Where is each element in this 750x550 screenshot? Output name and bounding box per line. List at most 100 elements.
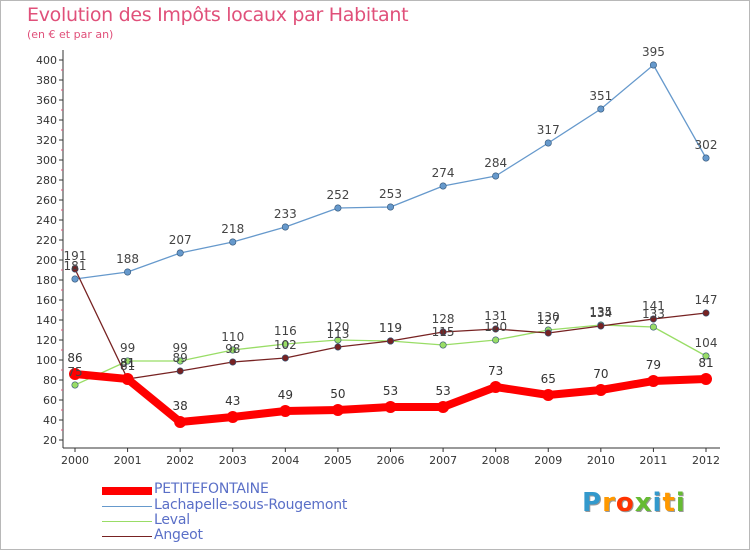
data-point <box>386 203 394 211</box>
data-label: 38 <box>173 399 188 413</box>
data-point <box>439 341 447 349</box>
legend-swatch <box>102 506 152 507</box>
y-axis-ticks: 20 40 60 80 100 120 140 160 180 200 220 240 260 280 30… <box>36 54 63 447</box>
data-point <box>281 354 289 362</box>
y-tick-label: 280 <box>36 174 57 187</box>
x-tick-label: 2009 <box>534 454 562 467</box>
data-label: 317 <box>537 123 560 137</box>
data-point <box>71 265 79 273</box>
data-label: 207 <box>169 233 192 247</box>
data-label: 351 <box>589 89 612 103</box>
data-point <box>174 416 187 428</box>
data-label: 89 <box>173 351 188 365</box>
data-label: 188 <box>116 252 139 266</box>
data-point <box>331 404 344 416</box>
data-label: 115 <box>432 325 455 339</box>
data-label: 181 <box>64 259 87 273</box>
data-label: 79 <box>646 358 661 372</box>
x-tick-label: 2012 <box>692 454 720 467</box>
data-label: 104 <box>695 336 718 350</box>
y-tick-label: 20 <box>43 434 57 447</box>
data-point <box>700 373 712 385</box>
data-label: 284 <box>484 156 507 170</box>
data-label: 49 <box>278 388 293 402</box>
data-label: 131 <box>484 309 507 323</box>
y-tick-label: 360 <box>36 94 57 107</box>
data-point <box>702 154 710 162</box>
data-point <box>544 329 552 337</box>
y-tick-label: 80 <box>43 374 57 387</box>
data-label: 81 <box>120 356 135 370</box>
data-label: 130 <box>537 310 560 324</box>
data-point <box>124 268 132 276</box>
y-tick-label: 60 <box>43 394 57 407</box>
data-point <box>439 328 447 336</box>
data-point <box>649 323 657 331</box>
y-tick-label: 240 <box>36 214 57 227</box>
data-label: 53 <box>435 384 450 398</box>
data-label: 70 <box>593 367 608 381</box>
legend-item-leval[interactable]: Leval <box>102 512 422 530</box>
chart-series <box>69 61 712 428</box>
data-point <box>702 309 710 317</box>
data-label: 133 <box>642 307 665 321</box>
data-label: 65 <box>541 372 556 386</box>
y-tick-label: 300 <box>36 154 57 167</box>
y-tick-label: 220 <box>36 234 57 247</box>
data-point <box>279 405 292 417</box>
data-label: 43 <box>225 394 240 408</box>
legend-item-angeot[interactable]: Angeot <box>102 527 422 545</box>
legend-swatch <box>102 536 152 537</box>
x-tick-label: 2000 <box>61 454 89 467</box>
data-point <box>334 343 342 351</box>
x-tick-label: 2011 <box>639 454 667 467</box>
x-tick-label: 2005 <box>324 454 352 467</box>
data-label: 218 <box>221 222 244 236</box>
legend-item-petitefontaine[interactable]: PETITEFONTAINE <box>102 481 422 499</box>
data-point <box>69 368 81 380</box>
data-point <box>281 223 289 231</box>
data-point <box>176 249 184 257</box>
data-label: 81 <box>698 356 713 370</box>
logo-letter: r <box>602 488 616 518</box>
data-point <box>334 336 342 344</box>
data-point <box>226 411 239 423</box>
data-point <box>492 172 500 180</box>
data-label: 102 <box>274 338 297 352</box>
data-point <box>489 381 502 393</box>
x-tick-label: 2003 <box>219 454 247 467</box>
data-label: 73 <box>488 364 503 378</box>
data-point <box>124 357 132 365</box>
data-point <box>544 139 552 147</box>
legend-label: PETITEFONTAINE <box>154 481 269 497</box>
data-label: 252 <box>326 188 349 202</box>
data-point <box>542 389 555 401</box>
data-point <box>121 373 134 385</box>
data-point <box>492 325 500 333</box>
y-tick-label: 340 <box>36 114 57 127</box>
y-tick-label: 160 <box>36 294 57 307</box>
data-label: 147 <box>695 293 718 307</box>
logo-letter: i <box>652 488 663 518</box>
x-axis-ticks: 2000 2001 2002 2003 2004 2005 2006 2007 2008 2009… <box>61 448 720 467</box>
data-label: 119 <box>379 321 402 335</box>
chart-title: Evolution des Impôts locaux par Habitant <box>27 4 409 26</box>
logo-letter: o <box>615 488 635 518</box>
legend-item-lachapelle[interactable]: Lachapelle-sous-Rougemont <box>102 497 422 515</box>
y-tick-label: 40 <box>43 414 57 427</box>
logo-letter: i <box>675 488 686 518</box>
y-tick-label: 180 <box>36 274 57 287</box>
data-label: 135 <box>589 305 612 319</box>
logo-letter: P <box>582 488 603 518</box>
y-tick-label: 260 <box>36 194 57 207</box>
x-tick-label: 2010 <box>587 454 615 467</box>
data-point <box>334 204 342 212</box>
legend-label: Lachapelle-sous-Rougemont <box>154 497 348 513</box>
data-label: 127 <box>537 313 560 327</box>
x-tick-label: 2001 <box>114 454 142 467</box>
data-point <box>439 182 447 190</box>
chart-data-labels: 181 188 207 218 233 252 253 274 284 317 351 395 302 7… <box>64 45 718 413</box>
data-point <box>649 61 657 69</box>
data-point <box>384 401 397 413</box>
